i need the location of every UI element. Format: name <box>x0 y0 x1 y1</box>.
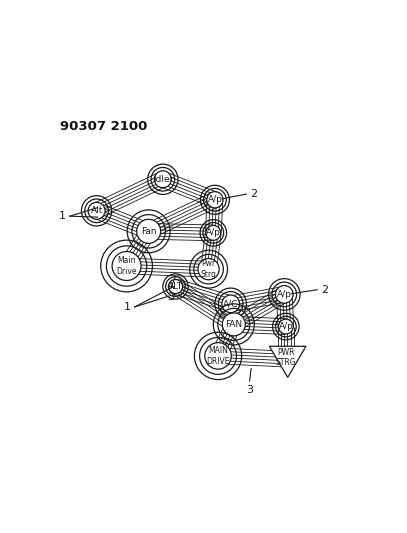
Polygon shape <box>269 346 306 377</box>
Text: 1: 1 <box>123 302 130 312</box>
Circle shape <box>205 343 231 369</box>
Circle shape <box>137 219 161 244</box>
Circle shape <box>278 319 293 334</box>
Text: PWR
STRG: PWR STRG <box>276 348 296 367</box>
Text: FAN: FAN <box>225 320 243 329</box>
Circle shape <box>198 259 219 280</box>
Text: 2: 2 <box>322 285 328 295</box>
Circle shape <box>222 313 245 336</box>
Circle shape <box>207 192 223 208</box>
Text: Alt: Alt <box>90 206 103 215</box>
Text: ALT: ALT <box>168 282 183 291</box>
Text: 3: 3 <box>246 385 253 395</box>
Text: A/p: A/p <box>277 290 292 299</box>
Circle shape <box>168 279 182 294</box>
Text: 3: 3 <box>167 292 174 302</box>
Text: A/p: A/p <box>206 229 221 237</box>
Circle shape <box>276 286 293 303</box>
Text: Idler: Idler <box>153 175 173 184</box>
Text: 90307 2100: 90307 2100 <box>60 120 147 133</box>
Circle shape <box>88 203 105 219</box>
Circle shape <box>206 225 221 240</box>
Circle shape <box>154 171 171 188</box>
Text: 2: 2 <box>251 189 258 199</box>
Circle shape <box>222 295 239 313</box>
Text: A/C: A/C <box>223 300 239 309</box>
Text: 1: 1 <box>59 211 66 221</box>
Text: Pwr
Strg: Pwr Strg <box>201 260 217 279</box>
Text: A/p: A/p <box>208 195 222 204</box>
Text: Main
Drive: Main Drive <box>116 256 137 276</box>
Circle shape <box>112 252 141 280</box>
Text: A/p: A/p <box>278 322 293 331</box>
Text: MAIN
DRIVE: MAIN DRIVE <box>206 346 230 366</box>
Text: Fan: Fan <box>141 227 156 236</box>
